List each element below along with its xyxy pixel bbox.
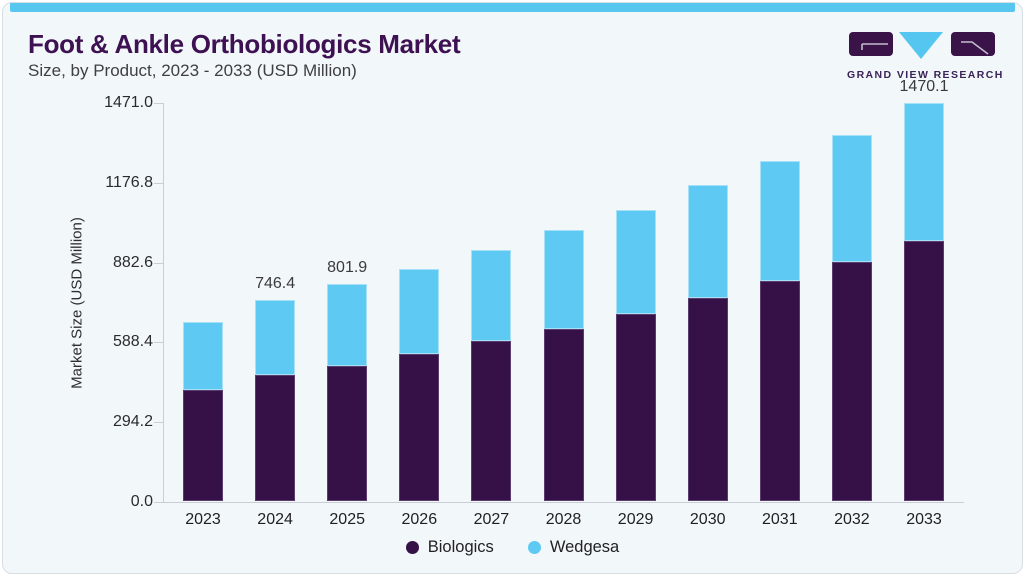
x-tick-label-2032: 2032 <box>834 511 870 528</box>
stacked-bar-chart: Market Size (USD Million) 0.0 294.2 588.4 8… <box>3 3 1022 573</box>
legend-item-wedgesa: Wedgesa <box>527 538 620 557</box>
y-tick-label: 1471.0 <box>104 94 153 111</box>
bar-value-label-2025: 801.9 <box>327 259 368 277</box>
bar-2028-wedgesa <box>543 230 584 329</box>
bar-2025-wedgesa <box>327 284 368 366</box>
bar-2024-biologics <box>255 375 296 501</box>
y-tick-label: 294.2 <box>112 413 153 431</box>
accent-strip <box>10 3 1015 12</box>
legend-label-wedgesa: Wedgesa <box>549 538 620 556</box>
y-tick-mark <box>154 422 163 424</box>
bar-2023-wedgesa <box>183 322 223 390</box>
bar-2027-biologics <box>471 341 512 501</box>
gvr-logo-icon <box>849 32 995 59</box>
x-tick-label-2024: 2024 <box>257 511 293 528</box>
bar-value-label-2033: 1470.1 <box>899 78 949 96</box>
bar-2033-wedgesa <box>904 103 944 241</box>
x-tick-label-2028: 2028 <box>545 511 582 528</box>
x-axis-line <box>163 502 964 503</box>
bar-2029-biologics <box>615 313 656 501</box>
x-tick-label-2030: 2030 <box>689 511 726 528</box>
page-title: Foot & Ankle Orthobiologics Market <box>28 29 461 59</box>
bar-value-label-2024: 746.4 <box>255 274 296 292</box>
bar-2030-wedgesa <box>687 185 728 299</box>
bar-2031-wedgesa <box>759 161 800 281</box>
logo-wordmark: GRAND VIEW RESEARCH <box>847 69 1004 81</box>
y-tick-label: 0.0 <box>130 493 153 510</box>
bar-2032-wedgesa <box>831 134 872 262</box>
legend-dot-biologics-icon <box>405 541 419 554</box>
bar-2030-biologics <box>687 298 728 501</box>
bar-2031-biologics <box>759 280 800 501</box>
y-tick-label: 882.6 <box>112 253 153 271</box>
chart-legend: Biologics Wedgesa <box>3 538 1022 557</box>
x-tick-label-2031: 2031 <box>762 511 798 528</box>
x-tick-label-2023: 2023 <box>185 511 221 528</box>
legend-item-biologics: Biologics <box>405 538 494 557</box>
y-tick-mark <box>154 502 163 503</box>
y-tick-mark <box>154 103 163 104</box>
bar-2033-biologics <box>904 240 944 501</box>
legend-label-biologics: Biologics <box>427 538 494 556</box>
y-axis-title: Market Size (USD Million) <box>68 217 86 389</box>
x-tick-label-2026: 2026 <box>401 511 438 528</box>
y-axis-line <box>163 103 164 502</box>
y-tick-mark <box>154 262 163 264</box>
y-tick-label: 588.4 <box>112 333 153 351</box>
bar-2026-biologics <box>399 353 440 501</box>
bar-2029-wedgesa <box>615 209 656 314</box>
x-tick-label-2025: 2025 <box>329 511 365 528</box>
bar-2024-wedgesa <box>255 299 296 376</box>
grand-view-research-logo: GRAND VIEW RESEARCH <box>847 29 1004 81</box>
x-tick-label-2027: 2027 <box>473 511 510 528</box>
x-tick-label-2033: 2033 <box>906 511 942 528</box>
bar-2027-wedgesa <box>471 250 512 342</box>
legend-dot-wedgesa-icon <box>527 541 541 554</box>
x-tick-label-2029: 2029 <box>617 511 654 528</box>
y-tick-mark <box>154 182 163 184</box>
bar-2023-biologics <box>183 389 223 501</box>
bar-2032-biologics <box>831 261 872 501</box>
y-tick-mark <box>154 342 163 344</box>
bar-2026-wedgesa <box>399 268 440 354</box>
page-subtitle: Size, by Product, 2023 - 2033 (USD Milli… <box>28 61 357 80</box>
bar-2028-biologics <box>543 328 584 501</box>
bar-2025-biologics <box>327 365 368 501</box>
y-tick-label: 1176.8 <box>105 173 153 191</box>
